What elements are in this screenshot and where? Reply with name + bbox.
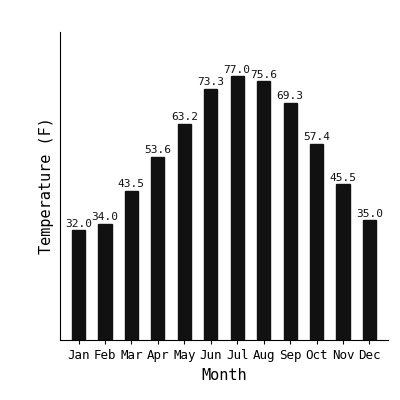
Bar xyxy=(72,230,85,340)
Text: 77.0: 77.0 xyxy=(224,65,251,75)
Text: 43.5: 43.5 xyxy=(118,180,145,190)
Text: 69.3: 69.3 xyxy=(277,91,304,101)
Text: 32.0: 32.0 xyxy=(65,219,92,229)
Bar xyxy=(336,184,350,340)
Bar xyxy=(98,224,112,340)
Text: 75.6: 75.6 xyxy=(250,70,277,80)
Bar xyxy=(125,191,138,340)
Bar xyxy=(151,156,164,340)
Bar xyxy=(363,220,376,340)
Bar xyxy=(257,81,270,340)
Text: 63.2: 63.2 xyxy=(171,112,198,122)
Y-axis label: Temperature (F): Temperature (F) xyxy=(40,118,54,254)
X-axis label: Month: Month xyxy=(201,368,247,382)
Text: 35.0: 35.0 xyxy=(356,208,383,218)
Bar xyxy=(284,103,297,340)
Text: 53.6: 53.6 xyxy=(144,145,171,155)
Bar xyxy=(231,76,244,340)
Bar xyxy=(310,144,323,340)
Bar xyxy=(178,124,191,340)
Bar xyxy=(204,89,217,340)
Text: 45.5: 45.5 xyxy=(330,172,356,182)
Text: 73.3: 73.3 xyxy=(197,78,224,88)
Text: 57.4: 57.4 xyxy=(303,132,330,142)
Text: 34.0: 34.0 xyxy=(92,212,118,222)
